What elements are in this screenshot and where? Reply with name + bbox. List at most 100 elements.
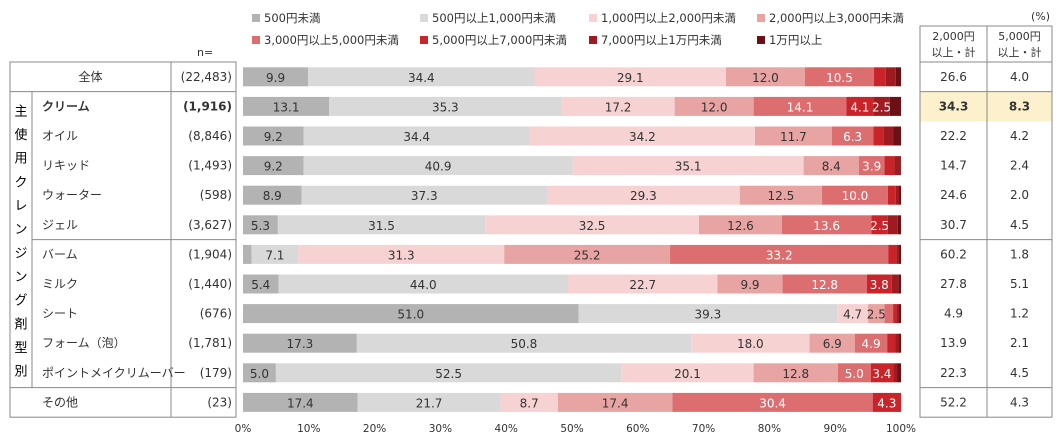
summary-2000-value: 30.7 <box>940 218 967 232</box>
segment-label: 12.0 <box>701 100 728 114</box>
segment-label: 32.5 <box>579 219 606 233</box>
n-value: (1,916) <box>183 99 232 113</box>
n-value: (3,627) <box>188 218 232 232</box>
segment-label: 12.6 <box>727 219 754 233</box>
segment-label: 37.3 <box>411 189 438 203</box>
bar-segment <box>243 67 309 87</box>
bar-segment <box>251 244 299 264</box>
bar-segment <box>804 67 875 87</box>
bar-segment <box>895 67 901 87</box>
segment-label: 39.3 <box>695 308 722 322</box>
summary-5000-value: 4.2 <box>1010 129 1029 143</box>
category-label: クリーム <box>42 99 90 113</box>
legend-label: 1万円以上 <box>769 33 822 47</box>
bar-segment <box>870 363 894 383</box>
bar-segment <box>893 304 897 324</box>
x-tick-label: 30% <box>429 423 452 435</box>
summary-5000-value: 2.4 <box>1010 159 1029 173</box>
bar-segment <box>883 126 894 146</box>
segment-label: 12.8 <box>811 278 838 292</box>
summary-5000-value: 4.3 <box>1010 395 1029 409</box>
segment-label: 8.9 <box>263 189 282 203</box>
bar-segment <box>301 185 547 205</box>
bar-segment <box>357 392 501 412</box>
bar-segment <box>557 392 673 412</box>
bar-row: フォーム（泡） (1,781) 17.3 50.8 18.0 6.9 4.9 13.9 2.1 <box>42 333 1029 353</box>
bar-segment <box>898 274 901 294</box>
summary-2000-value: 34.3 <box>939 99 969 113</box>
bar-segment <box>753 96 847 116</box>
bar-row: ポイントメイクリムーバー (179) 5.0 52.5 20.1 12.8 5.0 3.4 22… <box>42 363 1029 383</box>
bar-row: ミルク (1,440) 5.4 44.0 22.7 9.9 12.8 3.8 27.8 5.1 <box>42 274 1029 294</box>
x-tick-label: 0% <box>235 423 252 435</box>
segment-label: 25.2 <box>574 248 601 262</box>
bar-row: シート (676) 51.0 39.3 4.7 2.5 4.9 1.2 <box>42 304 1029 324</box>
segment-label: 34.2 <box>629 130 656 144</box>
n-value: (598) <box>200 188 232 202</box>
unit-note: (%) <box>1031 10 1050 23</box>
bar-segment <box>896 244 900 264</box>
segment-label: 3.4 <box>872 367 891 381</box>
category-label: ウォーター <box>42 188 102 202</box>
summary-header-line1: 5,000円 <box>998 30 1041 43</box>
bar-segment <box>308 67 535 87</box>
bar-segment <box>803 156 859 176</box>
legend-label: 1,000円以上2,000円未満 <box>601 11 736 25</box>
summary-header-line2: 以上・計 <box>932 45 976 59</box>
segment-label: 34.4 <box>408 71 435 85</box>
legend-label: 500円未満 <box>264 11 320 25</box>
bar-segment <box>500 392 558 412</box>
summary-2000-value: 27.8 <box>940 277 967 291</box>
bar-segment <box>243 392 358 412</box>
summary-5000-value: 1.8 <box>1010 247 1029 261</box>
bar-segment <box>894 156 901 176</box>
summary-5000-value: 5.1 <box>1010 277 1029 291</box>
summary-5000-value: 8.3 <box>1009 99 1030 113</box>
segment-label: 30.4 <box>759 396 786 410</box>
bar-row: リキッド (1,493) 9.2 40.9 35.1 8.4 3.9 14.7 2.4 <box>42 156 1029 176</box>
category-label: オイル <box>42 129 78 143</box>
segment-label: 6.9 <box>823 337 842 351</box>
bar-segment <box>889 96 901 116</box>
bar-segment <box>329 96 562 116</box>
bar-segment <box>298 244 505 264</box>
n-value: (1,904) <box>188 247 232 261</box>
bar-segment <box>275 363 622 383</box>
summary-5000-value: 1.2 <box>1010 307 1029 321</box>
segment-label: 8.4 <box>822 160 841 174</box>
bar-row: その他 (23) 17.4 21.7 8.7 17.4 30.4 4.3 52.2 4.3 <box>42 392 1029 412</box>
bar-segment <box>243 185 302 205</box>
bar-segment <box>277 215 486 235</box>
summary-5000-value: 4.5 <box>1010 218 1029 232</box>
bar-segment <box>782 274 867 294</box>
bar-segment <box>873 126 884 146</box>
segment-label: 44.0 <box>410 278 437 292</box>
group-label-vertical: 主使用クレンジング剤型別 <box>14 104 27 379</box>
category-label: その他 <box>42 395 78 409</box>
bar-segment <box>717 274 783 294</box>
segment-label: 17.4 <box>602 396 629 410</box>
segment-label: 2.5 <box>870 219 889 233</box>
bar-segment <box>891 274 899 294</box>
bar-segment <box>572 156 804 176</box>
bar-segment <box>899 304 901 324</box>
bar-segment <box>837 363 871 383</box>
bar-segment <box>837 304 869 324</box>
segment-label: 6.3 <box>843 130 862 144</box>
bar-segment <box>874 67 886 87</box>
x-tick-label: 100% <box>886 423 916 435</box>
segment-label: 11.7 <box>780 130 807 144</box>
category-label: バーム <box>42 247 78 261</box>
bar-segment <box>243 333 357 353</box>
segment-label: 2.5 <box>872 100 891 114</box>
bar-segment <box>854 333 888 353</box>
bar-segment <box>568 274 718 294</box>
bar-segment <box>897 363 901 383</box>
bar-segment <box>895 185 900 205</box>
bar-segment <box>725 67 805 87</box>
bar-segment <box>887 215 898 235</box>
bar-segment <box>900 156 901 176</box>
n-value: (8,846) <box>188 129 232 143</box>
bar-segment <box>739 185 823 205</box>
